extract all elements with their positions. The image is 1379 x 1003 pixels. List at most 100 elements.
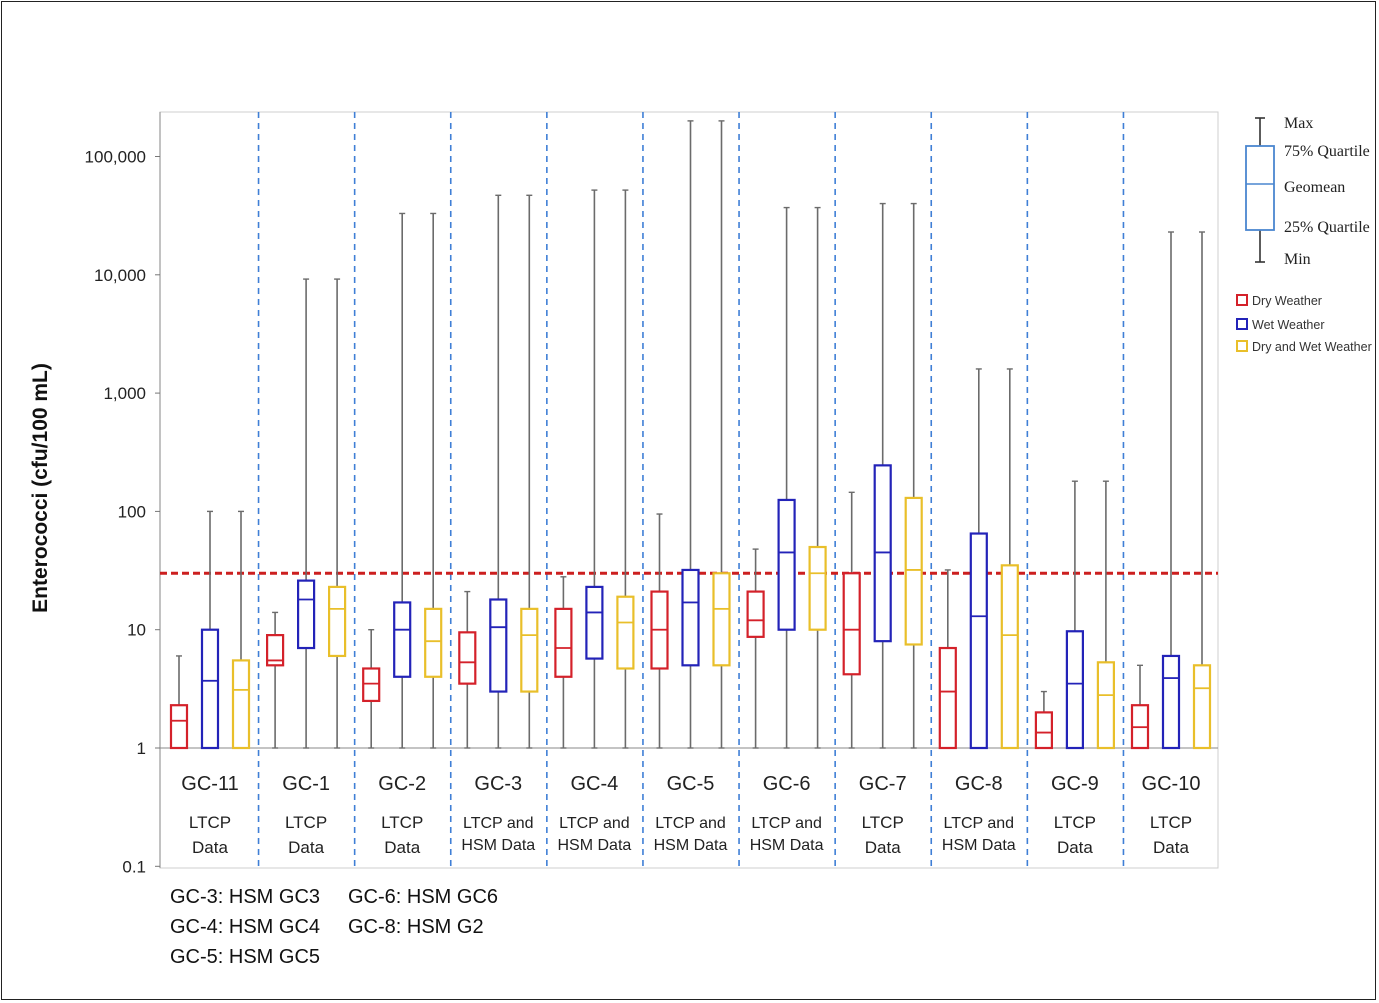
box-dry [650, 513, 669, 749]
box-both [1096, 480, 1116, 750]
box-dry [458, 590, 477, 749]
box-both [520, 194, 539, 749]
box-wet [969, 368, 988, 750]
box-body [520, 607, 539, 693]
legend-box [1245, 145, 1275, 231]
box-dry [1130, 664, 1150, 750]
group-sublabel: Data [1057, 838, 1093, 857]
box-body [169, 704, 189, 750]
group-sublabel: HSM Data [942, 837, 1016, 854]
box-body [904, 496, 923, 646]
box-body [424, 607, 443, 678]
group-sublabel: Data [1153, 838, 1189, 857]
y-tick-label: 0.1 [122, 857, 146, 876]
box-dry [169, 655, 189, 750]
y-axis-label: Enterococci (cfu/100 mL) [29, 363, 52, 613]
group-label: GC-10 [1142, 773, 1201, 795]
group-sublabel: LTCP and [655, 815, 726, 832]
group-sublabel: LTCP [1054, 813, 1096, 832]
group-label: GC-1 [282, 773, 330, 795]
box-dry [1034, 690, 1054, 750]
box-body [842, 572, 861, 676]
y-tick-label: 10,000 [94, 266, 146, 285]
note-line: GC-5: HSM GC5 [170, 946, 320, 968]
group-sublabel: LTCP [189, 813, 231, 832]
group-sublabel: Data [865, 838, 901, 857]
group-sublabel: LTCP and [559, 815, 630, 832]
note-line: GC-8: HSM G2 [348, 916, 484, 938]
box-body [1000, 564, 1019, 750]
group-label: GC-5 [667, 773, 715, 795]
group-sublabel: Data [192, 838, 228, 857]
plot-area: 0.1 1 10 100 1,000 10,000 100,000 GC-11 LTCP Data… [85, 111, 1219, 876]
y-tick-label: 1,000 [103, 384, 146, 403]
box-body [969, 532, 988, 750]
box-body [266, 634, 285, 667]
box-dry [842, 491, 861, 749]
box-wet [200, 510, 220, 750]
group-label: GC-8 [955, 773, 1003, 795]
box-both [1000, 368, 1019, 750]
group-sublabel: LTCP [1150, 813, 1192, 832]
group-sublabel: HSM Data [461, 837, 535, 854]
group-label: GC-3 [474, 773, 522, 795]
legend-box-label: Geomean [1284, 179, 1345, 196]
box-wet [393, 212, 412, 749]
group-sublabel: HSM Data [558, 837, 632, 854]
box-body [489, 598, 508, 693]
group-sublabel: LTCP [381, 813, 423, 832]
box-dry [554, 576, 573, 749]
y-tick-label: 100,000 [85, 148, 146, 167]
plot-border [159, 111, 1219, 869]
legend-box-label: Max [1284, 115, 1313, 132]
box-dry [266, 611, 285, 749]
legend-swatch [1236, 340, 1248, 352]
box-body [1034, 711, 1054, 750]
box-body [1161, 654, 1181, 750]
box-both [328, 278, 347, 749]
legend-box-label: 75% Quartile [1284, 143, 1370, 160]
legend-box-label: 25% Quartile [1284, 219, 1370, 236]
box-both [424, 212, 443, 749]
group-label: GC-7 [859, 773, 907, 795]
box-body [1065, 630, 1085, 750]
box-wet [1161, 231, 1181, 750]
box-body [297, 579, 316, 650]
group-sublabel: LTCP [285, 813, 327, 832]
box-body [393, 601, 412, 678]
group-sublabel: HSM Data [654, 837, 728, 854]
group-label: GC-2 [378, 773, 426, 795]
box-body [808, 545, 827, 631]
box-body [1192, 664, 1212, 750]
box-both [231, 510, 251, 750]
notes-block: GC-3: HSM GC3 GC-4: HSM GC4 GC-5: HSM GC5 G… [170, 886, 498, 968]
box-dry [938, 569, 957, 750]
y-tick-label: 100 [118, 502, 146, 521]
box-wet [777, 206, 796, 749]
box-both [712, 120, 731, 749]
box-body [616, 595, 635, 670]
box-body [585, 585, 604, 660]
box-body [746, 590, 765, 638]
legend-series-label: Dry and Wet Weather [1252, 340, 1372, 354]
legend-swatch [1236, 318, 1248, 330]
box-dry [362, 629, 381, 749]
box-body [231, 659, 251, 750]
box-body [458, 631, 477, 685]
y-tick-label: 10 [127, 621, 146, 640]
legend-series-label: Wet Weather [1252, 318, 1325, 332]
box-body [712, 572, 731, 667]
legend-box-label: Min [1284, 251, 1311, 268]
group-label: GC-6 [763, 773, 811, 795]
group-sublabel: HSM Data [750, 837, 824, 854]
group-label: GC-4 [571, 773, 619, 795]
group-label: GC-9 [1051, 773, 1099, 795]
group-sublabel: LTCP and [944, 815, 1015, 832]
box-both [1192, 231, 1212, 750]
box-wet [873, 202, 892, 749]
legend-series-label: Dry Weather [1252, 294, 1322, 308]
note-line: GC-3: HSM GC3 [170, 886, 320, 908]
note-line: GC-6: HSM GC6 [348, 886, 498, 908]
group-sublabel: Data [384, 838, 420, 857]
